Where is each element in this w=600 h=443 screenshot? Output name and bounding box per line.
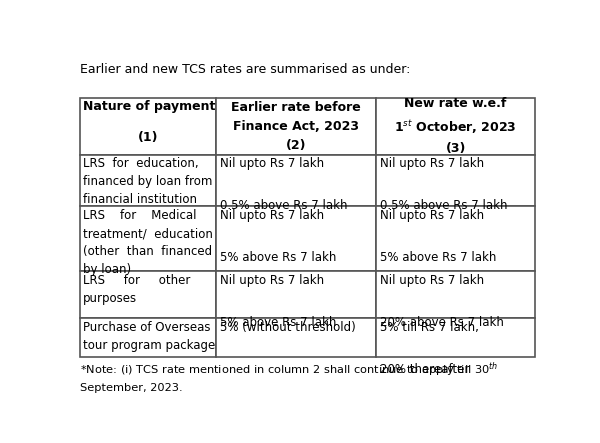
Text: Nil upto Rs 7 lakh

20% above Rs 7 lakh: Nil upto Rs 7 lakh 20% above Rs 7 lakh [380, 274, 503, 329]
Bar [80, 206, 217, 271]
Bar [80, 271, 217, 318]
Bar [376, 318, 535, 357]
Text: Nil upto Rs 7 lakh

5% above Rs 7 lakh: Nil upto Rs 7 lakh 5% above Rs 7 lakh [220, 274, 337, 329]
Text: September, 2023.: September, 2023. [80, 383, 182, 393]
Text: LRS  for  education,
financed by loan from
financial institution: LRS for education, financed by loan from… [83, 157, 213, 206]
Bar [217, 318, 376, 357]
Bar [376, 271, 535, 318]
Text: Earlier rate before
Finance Act, 2023
(2): Earlier rate before Finance Act, 2023 (2… [231, 101, 361, 152]
Bar [376, 97, 535, 155]
Text: 5% (without threshold): 5% (without threshold) [220, 321, 356, 334]
Text: New rate w.e.f
1$^{st}$ October, 2023
(3): New rate w.e.f 1$^{st}$ October, 2023 (3… [394, 97, 517, 155]
Bar [217, 97, 376, 155]
Bar [80, 97, 217, 155]
Bar [80, 155, 217, 206]
Bar [217, 155, 376, 206]
Text: Earlier and new TCS rates are summarised as under:: Earlier and new TCS rates are summarised… [80, 63, 410, 76]
Text: Nil upto Rs 7 lakh

0.5% above Rs 7 lakh: Nil upto Rs 7 lakh 0.5% above Rs 7 lakh [220, 157, 347, 212]
Text: LRS     for     other
purposes: LRS for other purposes [83, 274, 191, 305]
Text: Purchase of Overseas
tour program package: Purchase of Overseas tour program packag… [83, 321, 215, 352]
Bar [80, 318, 217, 357]
Text: Nil upto Rs 7 lakh

5% above Rs 7 lakh: Nil upto Rs 7 lakh 5% above Rs 7 lakh [220, 209, 337, 264]
Text: LRS    for    Medical
treatment/  education
(other  than  financed
by loan): LRS for Medical treatment/ education (ot… [83, 209, 213, 276]
Bar [217, 206, 376, 271]
Text: Nature of payment: Nature of payment [83, 100, 216, 113]
Text: *Note: (i) TCS rate mentioned in column 2 shall continue to apply till 30$^{th}$: *Note: (i) TCS rate mentioned in column … [80, 361, 498, 380]
Text: 5% till Rs 7 lakh,

20% thereafter: 5% till Rs 7 lakh, 20% thereafter [380, 321, 478, 376]
Bar [376, 155, 535, 206]
Bar [376, 206, 535, 271]
Text: Nil upto Rs 7 lakh

0.5% above Rs 7 lakh: Nil upto Rs 7 lakh 0.5% above Rs 7 lakh [380, 157, 507, 212]
Text: Nil upto Rs 7 lakh

5% above Rs 7 lakh: Nil upto Rs 7 lakh 5% above Rs 7 lakh [380, 209, 496, 264]
Text: (1): (1) [138, 131, 158, 144]
Bar [217, 271, 376, 318]
